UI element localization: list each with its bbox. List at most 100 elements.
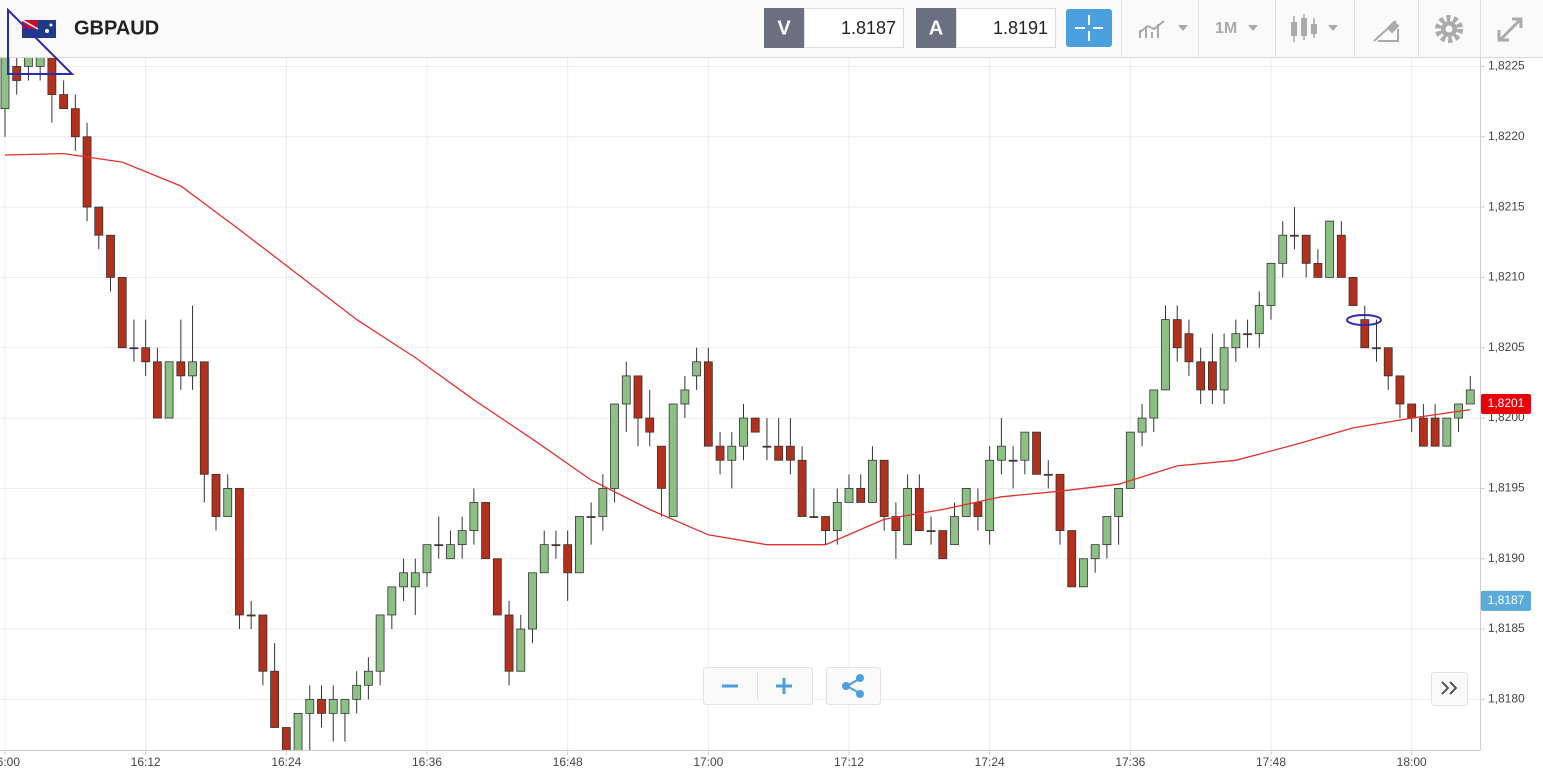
candle-body xyxy=(950,516,959,546)
timeframe-button[interactable]: 1M xyxy=(1215,20,1258,37)
bid-label-box xyxy=(764,8,804,48)
toolbar-separators xyxy=(1121,0,1481,57)
candle-body xyxy=(246,614,256,617)
crosshair-button[interactable] xyxy=(1066,9,1112,47)
candle-body xyxy=(996,445,1006,461)
x-tick-label: 16:36 xyxy=(412,755,442,769)
candle-body xyxy=(82,136,92,208)
candle-body xyxy=(24,58,33,67)
candle-body xyxy=(387,586,397,616)
y-tick-label: 1,8210 xyxy=(1488,270,1525,284)
candle-body xyxy=(633,375,643,419)
candle-body xyxy=(1032,431,1041,475)
candle-body xyxy=(1008,459,1018,462)
candle-body xyxy=(1020,431,1030,461)
candle-body xyxy=(363,670,373,686)
candle-body xyxy=(680,389,690,405)
x-tick-label: 16:24 xyxy=(271,755,301,769)
candle-body xyxy=(504,614,514,672)
candle-body xyxy=(621,375,631,405)
chart-type-button[interactable] xyxy=(1139,20,1188,38)
candle-body xyxy=(528,572,537,630)
candle-body xyxy=(1102,516,1112,546)
candle-body xyxy=(610,403,619,489)
candle-body xyxy=(985,459,995,531)
candle-body xyxy=(574,516,584,574)
candle-body xyxy=(645,417,655,433)
x-tick-label: 17:24 xyxy=(975,755,1005,769)
candle-body xyxy=(1336,234,1346,278)
axes: 1,81801,81851,81901,81951,82001,82051,82… xyxy=(0,59,1531,769)
x-tick-label: 17:00 xyxy=(693,755,723,769)
candle-body xyxy=(94,206,104,236)
candle-body xyxy=(1430,417,1440,447)
drawing-button[interactable] xyxy=(1373,20,1400,42)
candle-body xyxy=(469,502,479,531)
candle-body xyxy=(668,403,678,517)
x-tick-label: 17:36 xyxy=(1115,755,1145,769)
candle-body xyxy=(973,502,983,517)
scroll-end-button[interactable] xyxy=(1431,672,1468,706)
price-tag-label: 1,8201 xyxy=(1488,396,1525,410)
candle-body xyxy=(516,628,526,672)
candle-body xyxy=(727,445,737,461)
candle-body xyxy=(774,445,784,461)
candle-body xyxy=(1055,473,1065,531)
candle-body xyxy=(399,572,408,588)
candle-body xyxy=(164,361,174,419)
candle-body xyxy=(832,502,842,531)
fullscreen-button[interactable] xyxy=(1497,17,1523,42)
candle-body xyxy=(692,361,702,377)
ask-box[interactable] xyxy=(956,8,1056,48)
candle-body xyxy=(293,713,303,750)
candle-body xyxy=(1137,417,1147,433)
candle-body xyxy=(715,445,725,461)
candle-type-button[interactable] xyxy=(1291,14,1338,42)
y-tick-label: 1,8220 xyxy=(1488,129,1525,143)
candle-body xyxy=(868,459,877,503)
y-tick-label: 1,8205 xyxy=(1488,340,1525,354)
candle-body xyxy=(35,58,45,67)
candle-body xyxy=(1043,473,1053,476)
candle-body xyxy=(1231,333,1241,349)
candle-body xyxy=(1383,347,1393,377)
candle-body xyxy=(821,516,830,531)
candle-body xyxy=(305,698,315,714)
candle-body xyxy=(235,487,244,616)
bid-box[interactable] xyxy=(804,8,904,48)
candle-body xyxy=(446,544,455,560)
y-tick-label: 1,8195 xyxy=(1488,481,1525,495)
candle-body xyxy=(1278,234,1288,264)
candle-body xyxy=(657,445,666,489)
candle-body xyxy=(1207,361,1217,391)
zoom-controls[interactable] xyxy=(703,667,813,705)
candle-body xyxy=(598,487,608,517)
ask-price: 1.8191 xyxy=(993,18,1048,38)
candle-body xyxy=(938,530,948,560)
settings-button[interactable] xyxy=(1435,15,1463,43)
candle-body xyxy=(739,417,748,447)
share-button[interactable] xyxy=(826,667,881,705)
candle-body xyxy=(879,459,889,517)
candle-body xyxy=(1219,347,1229,391)
candle-body xyxy=(1149,389,1159,419)
candle-body xyxy=(1442,417,1452,447)
y-tick-label: 1,8190 xyxy=(1488,551,1525,565)
candle-body xyxy=(563,544,573,574)
candle-body xyxy=(844,487,854,503)
candle-body xyxy=(59,94,69,110)
candle-body xyxy=(1266,262,1276,306)
candle-body xyxy=(785,445,795,461)
candle-body xyxy=(340,698,350,714)
x-tick-label: 18:00 xyxy=(1397,755,1427,769)
candle-body xyxy=(1067,530,1077,588)
candle-body xyxy=(481,502,491,560)
candle-body xyxy=(856,487,866,503)
candle-body xyxy=(1196,361,1206,391)
candle-body xyxy=(1301,234,1311,264)
price-tag xyxy=(1481,590,1531,611)
candle-body xyxy=(258,614,268,672)
